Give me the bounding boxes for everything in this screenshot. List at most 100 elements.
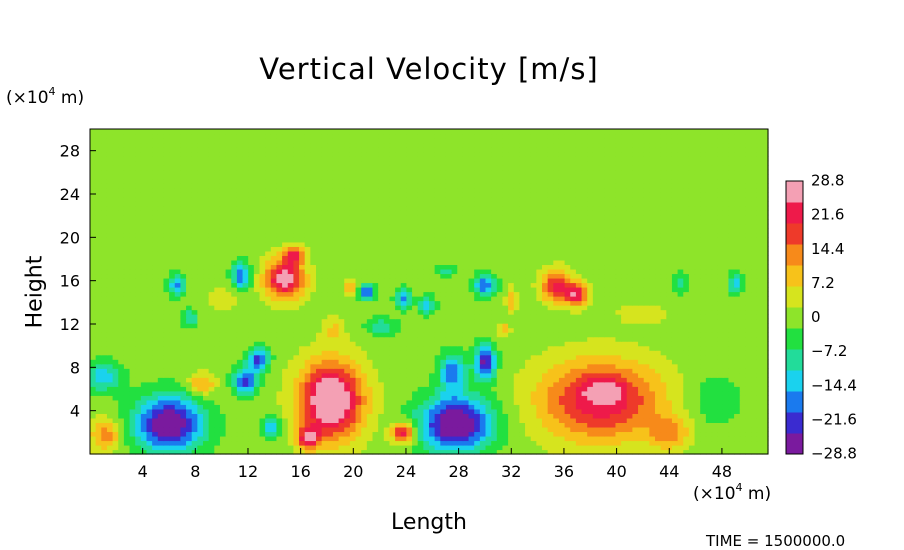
heatmap-cell <box>525 300 532 306</box>
heatmap-cell <box>389 440 396 446</box>
heatmap-cell <box>259 444 266 451</box>
heatmap-cell <box>609 345 617 351</box>
heatmap-cell <box>310 386 317 392</box>
heatmap-cell <box>558 296 566 302</box>
heatmap-cell <box>592 323 600 329</box>
heatmap-cell <box>717 449 724 455</box>
heatmap-cell <box>259 426 266 433</box>
heatmap-cell <box>423 444 430 451</box>
heatmap-cell <box>146 305 153 311</box>
heatmap-cell <box>95 332 102 338</box>
heatmap-cell <box>423 277 430 284</box>
heatmap-cell <box>440 309 447 315</box>
heatmap-cell <box>440 264 447 270</box>
heatmap-cell <box>530 277 537 284</box>
heatmap-cell <box>332 318 340 324</box>
heatmap-cell <box>400 323 407 329</box>
heatmap-cell <box>564 323 571 329</box>
heatmap-cell <box>525 413 532 419</box>
heatmap-cell <box>152 417 159 423</box>
heatmap-cell <box>236 291 244 297</box>
heatmap-cell <box>626 377 633 383</box>
heatmap-cell <box>95 318 102 324</box>
heatmap-cell <box>338 359 345 365</box>
heatmap-cell <box>592 363 600 369</box>
heatmap-cell <box>479 291 487 297</box>
heatmap-cell <box>587 377 594 383</box>
heatmap-cell <box>519 359 526 365</box>
heatmap-cell <box>299 327 306 333</box>
heatmap-cell <box>231 417 238 423</box>
heatmap-cell <box>146 286 153 293</box>
heatmap-cell <box>169 395 176 401</box>
heatmap-cell <box>474 282 481 288</box>
heatmap-cell <box>705 440 713 446</box>
heatmap-cell <box>169 341 176 347</box>
heatmap-cell <box>395 377 402 383</box>
heatmap-cell <box>468 404 475 410</box>
heatmap-cell <box>705 422 713 428</box>
heatmap-cell <box>745 386 752 392</box>
heatmap-cell <box>157 422 165 428</box>
heatmap-cell <box>728 296 735 302</box>
heatmap-cell <box>575 431 583 437</box>
heatmap-cell <box>756 444 763 451</box>
heatmap-cell <box>112 359 119 365</box>
heatmap-cell <box>225 309 232 315</box>
heatmap-cell <box>140 404 148 410</box>
heatmap-cell <box>485 435 492 442</box>
heatmap-cell <box>592 327 600 333</box>
heatmap-cell <box>304 435 311 442</box>
heatmap-cell <box>542 444 549 451</box>
heatmap-cell <box>423 404 430 410</box>
heatmap-cell <box>643 296 650 302</box>
heatmap-cell <box>626 327 633 333</box>
heatmap-cell <box>451 277 458 284</box>
heatmap-cell <box>344 395 351 401</box>
heatmap-cell <box>242 408 249 414</box>
heatmap-cell <box>440 341 447 347</box>
heatmap-cell <box>429 399 436 405</box>
heatmap-cell <box>214 440 221 446</box>
heatmap-cell <box>157 291 165 297</box>
heatmap-cell <box>152 354 159 360</box>
heatmap-cell <box>513 327 520 333</box>
heatmap-cell <box>717 372 724 378</box>
heatmap-cell <box>700 386 707 392</box>
heatmap-cell <box>383 332 391 338</box>
heatmap-cell <box>440 305 447 311</box>
heatmap-cell <box>440 386 447 392</box>
heatmap-cell <box>412 444 419 451</box>
heatmap-cell <box>310 341 317 347</box>
heatmap-cell <box>253 399 261 405</box>
heatmap-cell <box>677 323 684 329</box>
heatmap-cell <box>666 417 673 423</box>
heatmap-cell <box>649 404 656 410</box>
heatmap-cell <box>180 296 187 302</box>
heatmap-cell <box>259 404 266 410</box>
heatmap-cell <box>609 449 617 455</box>
heatmap-cell <box>169 440 176 446</box>
heatmap-cell <box>327 345 334 351</box>
heatmap-cell <box>728 350 735 356</box>
heatmap-cell <box>191 300 198 306</box>
heatmap-cell <box>621 336 628 342</box>
heatmap-cell <box>553 341 560 347</box>
heatmap-cell <box>259 268 266 275</box>
heatmap-cell <box>140 305 148 311</box>
heatmap-cell <box>564 390 571 396</box>
heatmap-cell <box>479 377 487 383</box>
heatmap-cell <box>683 417 690 423</box>
heatmap-cell <box>592 390 600 396</box>
heatmap-cell <box>321 377 328 383</box>
heatmap-cell <box>146 435 153 442</box>
heatmap-cell <box>372 268 379 275</box>
heatmap-cell <box>683 350 690 356</box>
heatmap-cell <box>146 381 153 387</box>
heatmap-cell <box>762 345 769 351</box>
heatmap-cell <box>751 309 758 315</box>
heatmap-cell <box>598 318 605 324</box>
heatmap-cell <box>677 386 684 392</box>
heatmap-cell <box>344 354 351 360</box>
heatmap-cell <box>587 440 594 446</box>
